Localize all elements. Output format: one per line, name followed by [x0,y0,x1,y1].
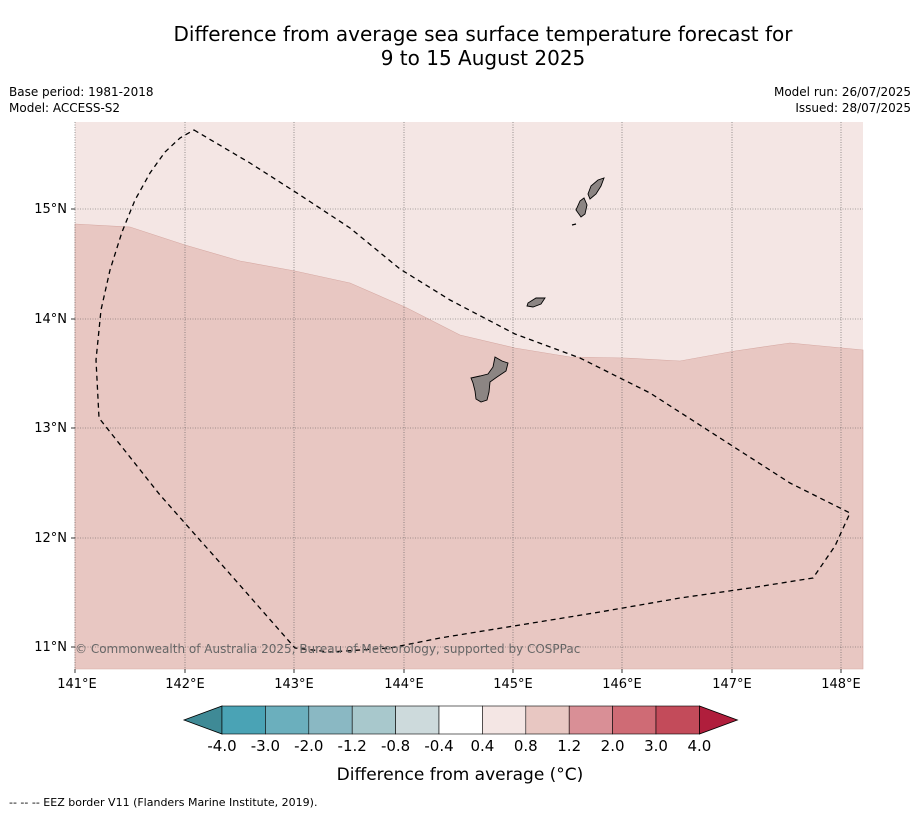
colorbar-tick-label: -4.0 [207,737,236,755]
colorbar-tick-label: 0.8 [514,737,538,755]
chart-title: Difference from average sea surface temp… [0,22,919,70]
lon-tick-label: 142°E [165,677,205,692]
colorbar-tick-label: -3.0 [251,737,280,755]
title-line-1: Difference from average sea surface temp… [173,22,793,46]
colorbar-segment [308,705,353,735]
saipan-island [587,177,605,200]
colorbar-over-arrow [699,705,739,735]
lat-tick-label: 14°N [34,312,67,327]
eez-border [95,129,851,653]
colorbar-under-arrow [182,705,223,735]
colorbar-segment [612,705,657,735]
colorbar-segment [351,705,396,735]
colorbar-segment [568,705,613,735]
colorbar-tick-label: 4.0 [687,737,711,755]
lat-tick-label: 11°N [34,640,67,655]
colorbar-tick-label: -0.8 [381,737,410,755]
rota-island [526,297,546,308]
colorbar-tick-label: 3.0 [644,737,668,755]
lon-tick-label: 141°E [57,677,97,692]
land-masses [470,177,605,403]
lat-tick-label: 13°N [34,421,67,436]
lat-tick-label: 12°N [34,531,67,546]
guam-island [470,356,509,403]
meta-left: Base period: 1981-2018 Model: ACCESS-S2 [9,84,154,116]
meta-right: Model run: 26/07/2025 Issued: 28/07/2025 [774,84,911,116]
colorbar-segment [265,705,310,735]
colorbar-tick-label: -0.4 [424,737,453,755]
colorbar-segment [655,705,700,735]
lon-tick-labels: 141°E 142°E 143°E 144°E 145°E 146°E 147°… [57,677,861,692]
model-run: Model run: 26/07/2025 [773,85,911,99]
colorbar-segment [221,705,266,735]
colorbar-tick-label: -2.0 [294,737,323,755]
lon-tick-label: 147°E [712,677,752,692]
copyright-text: © Commonwealth of Australia 2025, Bureau… [75,642,580,656]
colorbar-tick-label: 0.4 [470,737,494,755]
colorbar-segment [482,705,527,735]
lon-tick-label: 143°E [274,677,314,692]
lon-tick-label: 144°E [384,677,424,692]
colorbar-labels: -4.0 -3.0 -2.0 -1.2 -0.8 -0.4 0.4 0.8 1.2 2.0 3.0 4… [207,737,711,755]
tinian-island [575,197,588,218]
aguijan-islet [571,223,577,226]
gridlines [74,122,863,669]
colorbar-tick-label: -1.2 [338,737,367,755]
colorbar-segment [525,705,570,735]
lon-tick-label: 145°E [493,677,533,692]
lat-tick-label: 15°N [34,202,67,217]
colorbar-title: Difference from average (°C) [337,765,584,785]
eez-footnote: -- -- -- EEZ border V11 (Flanders Marine… [9,796,318,809]
colorbar-tick-label: 2.0 [601,737,625,755]
lon-tick-label: 148°E [821,677,861,692]
model-name: Model: ACCESS-S2 [9,101,121,115]
colorbar-segment [395,705,440,735]
colorbar-tick-label: 1.2 [557,737,581,755]
colorbar [182,705,739,735]
lat-tick-labels: 15°N 14°N 13°N 12°N 11°N [34,202,67,655]
issued-date: Issued: 28/07/2025 [795,101,911,115]
axis-tick-marks [71,208,842,673]
title-line-2: 9 to 15 August 2025 [380,46,586,70]
base-period: Base period: 1981-2018 [9,85,154,99]
colorbar-segment [438,705,483,735]
lon-tick-label: 146°E [602,677,642,692]
lower-anomaly-region [74,223,864,670]
